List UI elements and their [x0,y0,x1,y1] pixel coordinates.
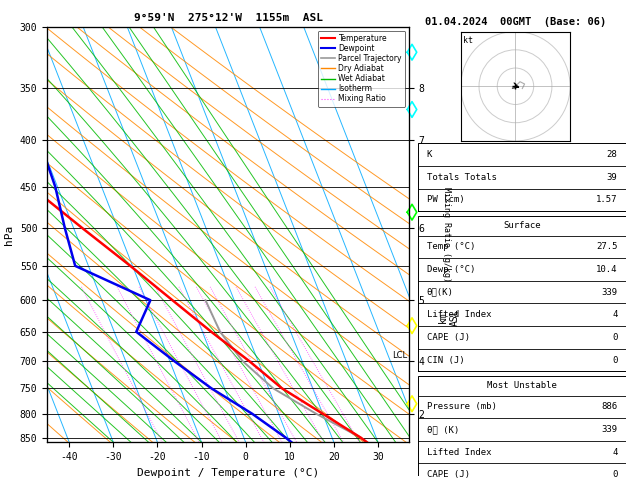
Text: 27.5: 27.5 [596,243,618,251]
Text: CAPE (J): CAPE (J) [426,470,470,479]
Text: Surface: Surface [503,222,541,230]
Text: 339: 339 [601,425,618,434]
Title: 9°59'N  275°12'W  1155m  ASL: 9°59'N 275°12'W 1155m ASL [133,13,323,23]
Text: Lifted Index: Lifted Index [426,310,491,319]
Text: 1.57: 1.57 [596,195,618,205]
Text: 886: 886 [601,402,618,412]
Text: 20: 20 [340,442,348,447]
Text: 15: 15 [320,442,328,447]
Text: 8: 8 [280,442,284,447]
Legend: Temperature, Dewpoint, Parcel Trajectory, Dry Adiabat, Wet Adiabat, Isotherm, Mi: Temperature, Dewpoint, Parcel Trajectory… [318,31,405,106]
Text: 25: 25 [355,442,364,447]
Text: 1: 1 [160,442,164,447]
Text: Dewp (°C): Dewp (°C) [426,265,475,274]
Text: kt: kt [463,36,473,45]
Text: θᴇ (K): θᴇ (K) [426,425,459,434]
Text: Pressure (mb): Pressure (mb) [426,402,496,412]
Y-axis label: km
ASL: km ASL [438,309,459,327]
Text: Temp (°C): Temp (°C) [426,243,475,251]
Text: K: K [426,150,432,159]
Text: PW (cm): PW (cm) [426,195,464,205]
Text: LCL: LCL [392,351,408,360]
X-axis label: Dewpoint / Temperature (°C): Dewpoint / Temperature (°C) [137,468,319,478]
Y-axis label: hPa: hPa [4,225,14,244]
Text: Lifted Index: Lifted Index [426,448,491,457]
Text: 3: 3 [220,442,225,447]
Y-axis label: Mixing Ratio (g/kg): Mixing Ratio (g/kg) [442,187,450,282]
Text: 0: 0 [612,470,618,479]
Text: Most Unstable: Most Unstable [487,382,557,390]
Text: 28: 28 [607,150,618,159]
Text: 6: 6 [262,442,266,447]
Text: 4: 4 [612,448,618,457]
Text: 2: 2 [198,442,201,447]
Text: Totals Totals: Totals Totals [426,173,496,182]
Text: 4: 4 [612,310,618,319]
Text: θᴇ(K): θᴇ(K) [426,288,454,296]
Text: CAPE (J): CAPE (J) [426,333,470,342]
Text: 4: 4 [237,442,242,447]
Text: 339: 339 [601,288,618,296]
Text: 10: 10 [292,442,301,447]
Text: 39: 39 [607,173,618,182]
Text: 0: 0 [612,356,618,364]
Text: CIN (J): CIN (J) [426,356,464,364]
Text: 01.04.2024  00GMT  (Base: 06): 01.04.2024 00GMT (Base: 06) [425,17,606,27]
Text: 0: 0 [612,333,618,342]
Text: 10.4: 10.4 [596,265,618,274]
